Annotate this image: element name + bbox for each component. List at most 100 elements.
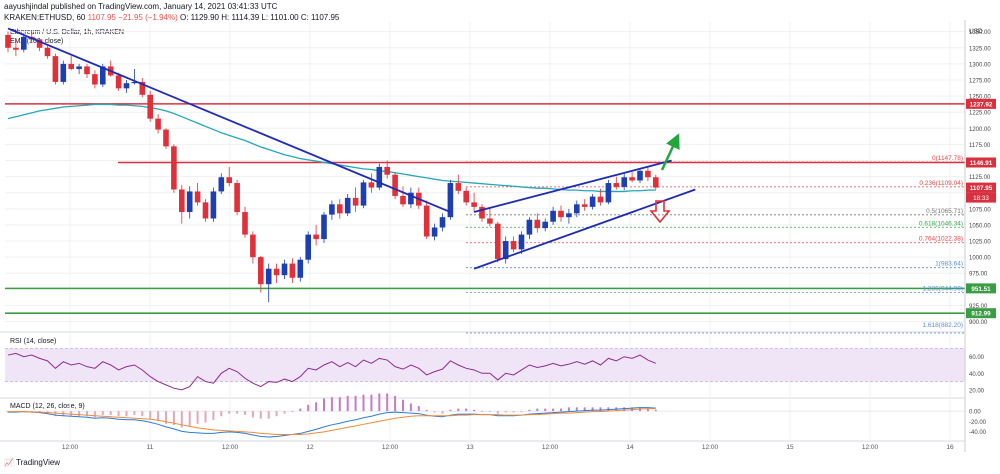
macd-histogram-bar	[86, 411, 88, 417]
rsi-band	[5, 348, 965, 382]
macd-histogram-bar	[330, 397, 333, 412]
y-tick-label: 925.00	[969, 304, 988, 310]
candle-body	[76, 66, 82, 70]
candle-body	[597, 196, 604, 203]
macd-histogram-bar	[473, 409, 476, 412]
candle-body	[202, 202, 209, 219]
candle-body	[487, 218, 493, 224]
channel-upper	[473, 159, 672, 213]
ohlc-values: O: 1129.90 H: 1114.39 L: 1101.00 C: 1107…	[180, 13, 340, 22]
candle-body	[60, 63, 67, 82]
candle-body	[368, 182, 375, 188]
candle-body	[408, 192, 414, 205]
candle-body	[581, 204, 588, 207]
macd-histogram-bar	[259, 411, 262, 419]
macd-histogram-bar	[425, 409, 428, 412]
y-tick-label: 1050.00	[969, 223, 991, 229]
macd-histogram-bar	[544, 408, 547, 412]
macd-histogram-bar	[409, 403, 412, 412]
candle-body	[155, 118, 161, 130]
macd-histogram-bar	[291, 411, 294, 412]
macd-histogram-bar	[496, 411, 499, 414]
fib-level-label: 1.236(944.90)	[923, 286, 963, 293]
macd-histogram-bar	[275, 411, 278, 417]
countdown-label: 18:33	[973, 195, 989, 202]
macd-histogram-bar	[149, 411, 152, 419]
fib-level-label: 0.618(1046.34)	[919, 220, 963, 227]
macd-histogram-bar	[338, 397, 341, 412]
macd-histogram-bar	[354, 395, 357, 412]
price-label: 1146.91	[970, 160, 993, 167]
last-price: 1107.95	[87, 13, 116, 22]
candle-body	[447, 183, 454, 218]
macd-histogram-bar	[251, 411, 254, 418]
signal-arrows	[649, 133, 680, 224]
rsi-legend: RSI (14, close)	[10, 338, 57, 345]
price-label-box	[966, 157, 996, 168]
macd-histogram-bar	[236, 411, 239, 414]
candle-body	[589, 196, 596, 207]
ema-100-line	[7, 103, 656, 193]
tradingview-logo-text: TradingView	[16, 458, 61, 467]
rsi-line	[7, 352, 656, 391]
candle-body	[613, 183, 620, 187]
x-tick-label: 12:00	[62, 444, 79, 451]
candle-body	[171, 146, 177, 190]
candle-body	[281, 263, 288, 276]
macd-histogram-bar	[441, 411, 444, 414]
price-label: 1237.92	[970, 101, 993, 108]
macd-histogram-bar	[101, 411, 104, 415]
macd-histogram-bar	[307, 404, 310, 412]
x-tick-label: 12:00	[382, 444, 399, 451]
macd-histogram-bar	[623, 407, 626, 412]
symbol-label: KRAKEN:ETHUSD, 60	[4, 13, 86, 22]
macd-histogram-bar	[244, 411, 246, 415]
price-change: −21.95 (−1.94%)	[118, 13, 178, 22]
price-label-box	[966, 182, 996, 193]
countdown-box	[966, 192, 996, 203]
x-tick-label: 12:00	[222, 444, 239, 451]
candle-body	[479, 206, 485, 219]
y-tick-label: 1350.00	[969, 30, 991, 36]
fibonacci-levels: 0(1147.78) 0.236(1109.04) 0.5(1065.71) 0.61…	[466, 155, 965, 334]
axes: 12:00 11 12:00 12 12:00 13 12:00 14 12:00 15 12:00…	[62, 20, 996, 452]
macd-histogram-bar	[654, 409, 657, 412]
macd-tick-label: -40.00	[969, 430, 987, 436]
candle-body	[337, 204, 343, 214]
candle-body	[210, 191, 217, 219]
candle-body	[258, 257, 264, 285]
candle-body	[566, 213, 572, 218]
x-tick-label: 12	[306, 444, 314, 451]
fib-level-label: 0.764(1022.38)	[919, 236, 963, 243]
candle-body	[313, 234, 319, 240]
candle-body	[115, 75, 122, 89]
macd-histogram-bar	[93, 411, 96, 418]
rsi-tick-label: 40.00	[969, 372, 985, 378]
y-tick-label: 1250.00	[969, 95, 991, 101]
candle-body	[423, 205, 430, 237]
candle-body	[629, 177, 635, 181]
macd-histogram-bar	[299, 408, 302, 412]
macd-histogram-bar	[386, 393, 389, 412]
author-name[interactable]: aayushjindal	[4, 2, 49, 11]
candle-body	[344, 197, 351, 214]
candle-body	[526, 219, 533, 235]
macd-histogram-bar	[125, 411, 128, 417]
macd-histogram-bar	[212, 411, 215, 420]
candle-body	[218, 177, 225, 192]
rsi-tick-label: 20.00	[969, 388, 985, 394]
candle-body	[645, 170, 651, 178]
macd-histogram-bar	[70, 411, 73, 417]
candle-body	[431, 227, 438, 237]
macd-histogram-bar	[465, 408, 468, 412]
y-tick-label: 1275.00	[969, 78, 991, 84]
macd-histogram-bar	[481, 411, 483, 412]
x-tick-label: 12:00	[862, 444, 879, 451]
tradingview-logo-icon: 📈	[4, 458, 14, 467]
macd-histogram-bar	[528, 409, 531, 412]
y-tick-label: 1200.00	[969, 127, 991, 133]
price-label-box	[966, 98, 996, 109]
candle-body	[495, 223, 501, 260]
candle-body	[400, 195, 406, 205]
